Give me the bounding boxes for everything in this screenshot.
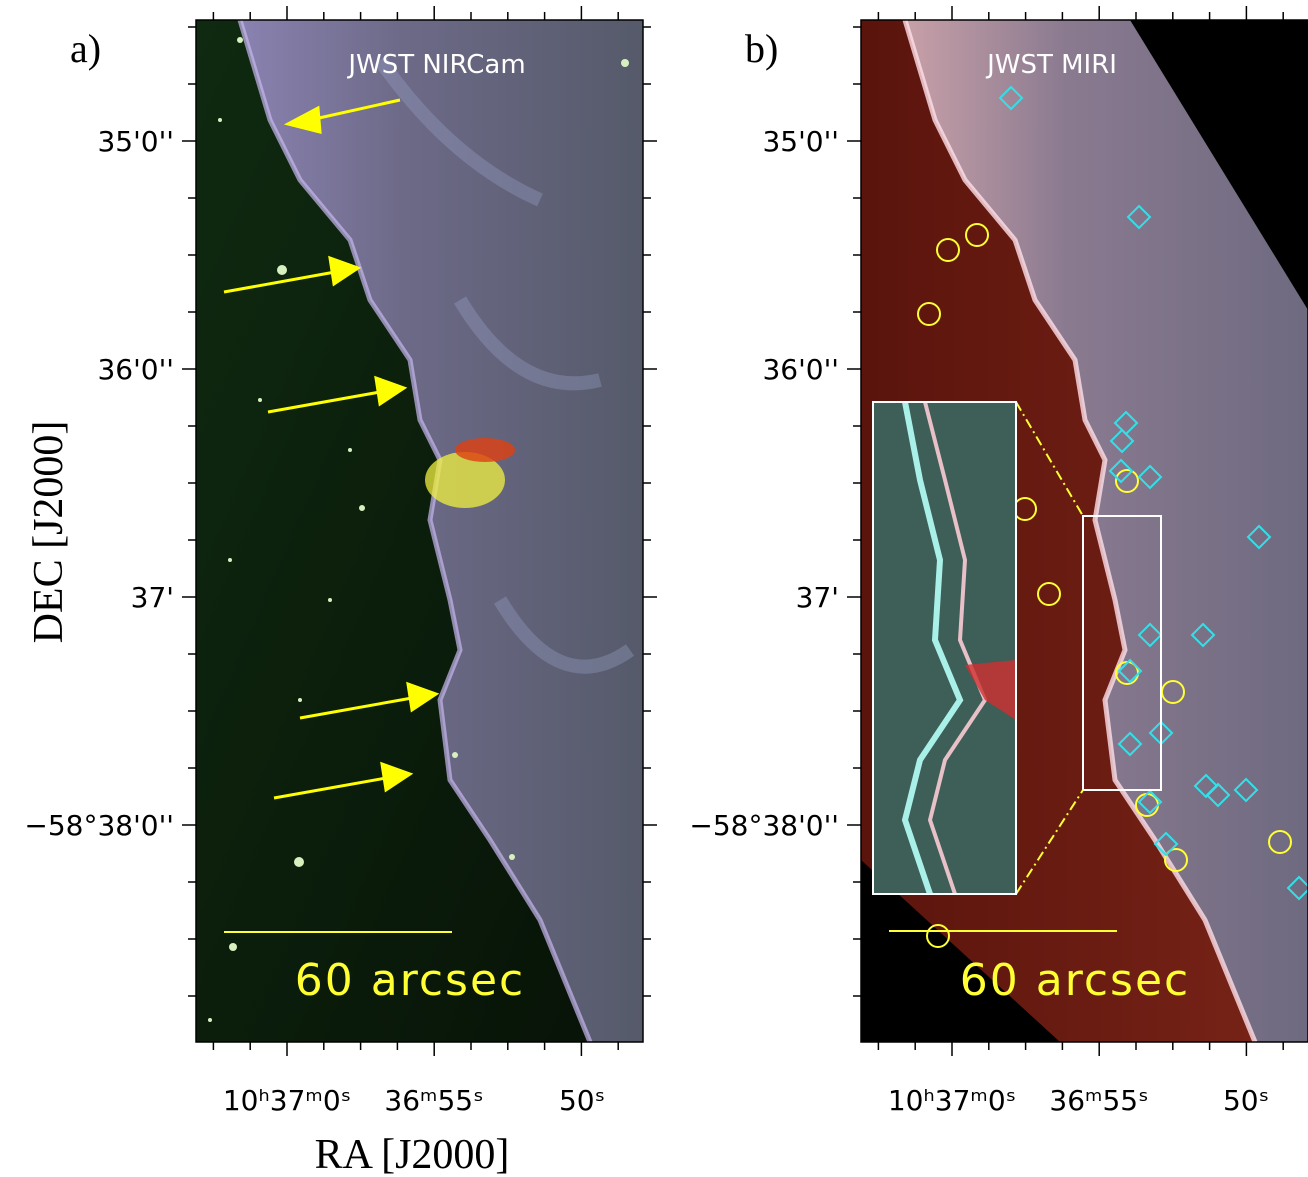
panel-label: a) — [70, 26, 101, 71]
image-a — [196, 20, 643, 1042]
y-tick-label: 37' — [131, 581, 174, 614]
y-tick-label: 36'0'' — [97, 353, 174, 386]
panel-label: b) — [745, 26, 778, 71]
y-tick-label: 35'0'' — [762, 125, 839, 158]
instrument-label: JWST NIRCam — [346, 50, 525, 80]
scale-bar-label: 60 arcsec — [295, 955, 525, 1006]
figure: 35'0'' 36'0'' 37' −58°38'0'' 10ʰ37ᵐ0ˢ 36ᵐ55ˢ 5… — [0, 0, 1308, 1177]
x-tick-label: 10ʰ37ᵐ0ˢ — [888, 1084, 1016, 1117]
y-axis-label: DEC [J2000] — [26, 421, 72, 644]
x-tick-label: 50ˢ — [559, 1084, 605, 1117]
scale-bar-label: 60 arcsec — [960, 955, 1190, 1006]
y-tick-label: 36'0'' — [762, 353, 839, 386]
y-tick-label: 37' — [796, 581, 839, 614]
y-tick-label: 35'0'' — [97, 125, 174, 158]
instrument-label: JWST MIRI — [985, 50, 1117, 80]
x-tick-label: 36ᵐ55ˢ — [1049, 1084, 1148, 1117]
image-b — [861, 20, 1308, 1042]
x-tick-label: 50ˢ — [1223, 1084, 1269, 1117]
x-axis-label: RA [J2000] — [315, 1132, 510, 1177]
y-tick-label: −58°38'0'' — [24, 809, 174, 842]
y-tick-label: −58°38'0'' — [689, 809, 839, 842]
x-tick-label: 36ᵐ55ˢ — [384, 1084, 483, 1117]
x-tick-label: 10ʰ37ᵐ0ˢ — [223, 1084, 351, 1117]
